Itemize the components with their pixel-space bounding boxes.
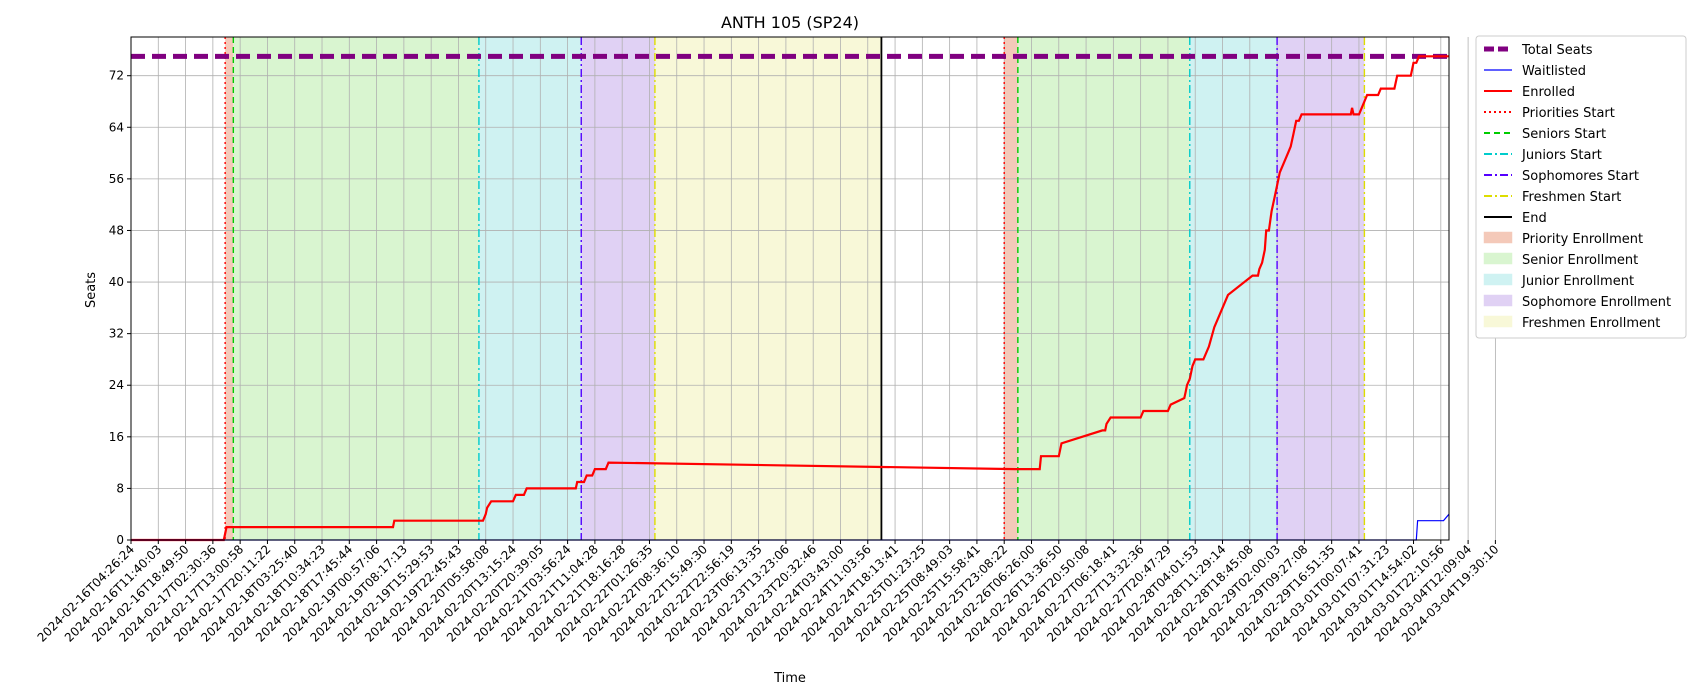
band-junior-enrollment bbox=[1189, 37, 1278, 540]
band-priority-enrollment bbox=[225, 37, 234, 540]
band-junior-enrollment bbox=[478, 37, 582, 540]
legend-enrolled-label: Enrolled bbox=[1522, 85, 1575, 100]
phase-markers bbox=[224, 37, 1366, 540]
legend-priorities-start-label: Priorities Start bbox=[1522, 106, 1615, 121]
y-tick-label: 8 bbox=[116, 481, 124, 495]
band-sophomore-enrollment bbox=[581, 37, 655, 540]
legend-end-label: End bbox=[1522, 211, 1547, 226]
legend-junior-enrollment-label: Junior Enrollment bbox=[1521, 274, 1634, 289]
legend-senior-enrollment-swatch bbox=[1483, 252, 1513, 265]
y-tick-label: 64 bbox=[109, 120, 124, 134]
series-enrolled-line bbox=[131, 55, 1449, 542]
y-tick-label: 16 bbox=[109, 430, 124, 444]
band-sophomore-enrollment bbox=[1277, 37, 1365, 540]
legend-total-seats-label: Total Seats bbox=[1521, 43, 1593, 58]
grid bbox=[130, 37, 1496, 541]
y-tick-label: 0 bbox=[116, 533, 124, 547]
band-senior-enrollment bbox=[1017, 37, 1190, 540]
y-axis-label: Seats bbox=[84, 272, 99, 308]
enrollment-bands bbox=[225, 37, 1365, 540]
band-freshmen-enrollment bbox=[654, 37, 882, 540]
chart-title: ANTH 105 (SP24) bbox=[721, 13, 859, 32]
legend-senior-enrollment-label: Senior Enrollment bbox=[1522, 253, 1638, 268]
legend-priority-enrollment-label: Priority Enrollment bbox=[1522, 232, 1643, 247]
legend-priority-enrollment-swatch bbox=[1483, 231, 1513, 244]
legend-sophomore-enrollment-swatch bbox=[1483, 294, 1513, 307]
legend: Total Seats Waitlisted Enrolled Priorities … bbox=[1475, 35, 1687, 339]
legend-juniors-start-label: Juniors Start bbox=[1521, 148, 1602, 163]
legend-sophomore-enrollment-label: Sophomore Enrollment bbox=[1522, 295, 1671, 310]
y-tick-label: 24 bbox=[109, 378, 124, 392]
y-tick-label: 48 bbox=[109, 223, 124, 237]
legend-box bbox=[1475, 35, 1687, 339]
legend-sophomores-start-label: Sophomores Start bbox=[1522, 169, 1639, 184]
legend-freshmen-enrollment-label: Freshmen Enrollment bbox=[1522, 316, 1660, 331]
legend-freshmen-enrollment-swatch bbox=[1483, 315, 1513, 328]
y-tick-label: 56 bbox=[109, 172, 124, 186]
y-tick-label: 72 bbox=[109, 69, 124, 83]
legend-waitlisted-label: Waitlisted bbox=[1522, 64, 1586, 79]
y-tick-label: 40 bbox=[109, 275, 124, 289]
legend-seniors-start-label: Seniors Start bbox=[1522, 127, 1606, 142]
band-priority-enrollment bbox=[1004, 37, 1018, 540]
plot-frame bbox=[130, 36, 1450, 541]
band-senior-enrollment bbox=[233, 37, 479, 540]
legend-junior-enrollment-swatch bbox=[1483, 273, 1513, 286]
y-tick-label: 32 bbox=[109, 327, 124, 341]
legend-freshmen-start-label: Freshmen Start bbox=[1522, 190, 1621, 205]
x-axis-label: Time bbox=[773, 671, 806, 686]
